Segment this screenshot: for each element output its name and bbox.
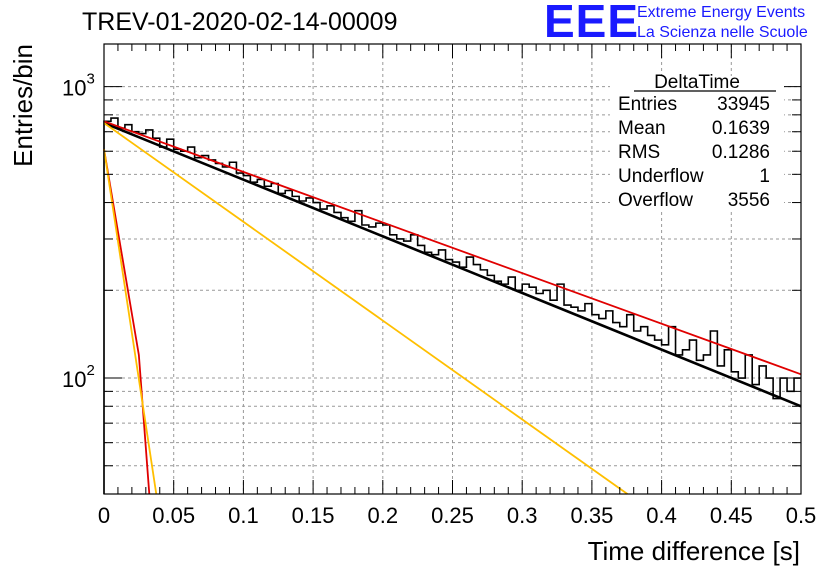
stats-box-name: DeltaTime <box>654 72 740 93</box>
fit-line-2 <box>103 120 802 376</box>
fit-line-5 <box>103 149 158 495</box>
x-tick-label: 0.15 <box>292 503 335 528</box>
fit-line-4 <box>103 149 151 495</box>
x-tick-label: 0.35 <box>570 503 613 528</box>
x-tick-label: 0.3 <box>507 503 538 528</box>
fit-line-1 <box>103 121 802 408</box>
y-tick-label-base: 10 <box>62 367 86 392</box>
eee-logo: EEE Extreme Energy Events La Scienza nel… <box>544 0 834 47</box>
stats-row-value: 0.1639 <box>712 118 770 139</box>
stats-row-value: 0.1286 <box>712 142 770 163</box>
y-tick-label: 103 <box>62 71 95 101</box>
stats-row-label: Overflow <box>618 190 693 211</box>
logo-mark: EEE <box>544 0 640 47</box>
x-tick-label: 0.1 <box>228 503 259 528</box>
stats-row-label: Entries <box>618 94 677 115</box>
logo-subtitle-line1: Extreme Energy Events <box>637 4 806 21</box>
x-tick-label: 0.25 <box>431 503 474 528</box>
stats-row-label: Underflow <box>618 166 704 187</box>
stats-row-value: 1 <box>759 166 770 187</box>
x-tick-label: 0.4 <box>646 503 677 528</box>
y-tick-label: 102 <box>62 362 95 392</box>
y-axis-label: Entries/bin <box>8 44 38 167</box>
stats-box-background <box>610 76 784 212</box>
grid-lines <box>104 44 801 495</box>
x-tick-label: 0 <box>98 503 110 528</box>
stats-row-label: RMS <box>618 142 660 163</box>
logo-subtitle-line2: La Scienza nelle Scuole <box>637 24 808 41</box>
x-tick-label: 0.45 <box>710 503 753 528</box>
fit-line-3 <box>103 122 628 495</box>
stats-row-label: Mean <box>618 118 666 139</box>
y-tick-label-base: 10 <box>62 76 86 101</box>
stats-row-value: 33945 <box>717 94 770 115</box>
y-tick-label-exponent: 3 <box>86 71 94 88</box>
x-tick-label: 0.05 <box>152 503 195 528</box>
fit-curves <box>103 120 802 495</box>
x-axis-label: Time difference [s] <box>588 536 800 566</box>
axes: 0 0.05 0.1 0.15 0.2 0.25 0.3 0.35 0.4 0.45 0.51021… <box>62 43 817 528</box>
stats-row-value: 3556 <box>728 190 770 211</box>
y-tick-label-exponent: 2 <box>86 362 94 379</box>
chart-title: TREV-01-2020-02-14-00009 <box>82 8 398 36</box>
x-tick-label: 0.2 <box>368 503 399 528</box>
x-tick-label: 0.5 <box>786 503 817 528</box>
